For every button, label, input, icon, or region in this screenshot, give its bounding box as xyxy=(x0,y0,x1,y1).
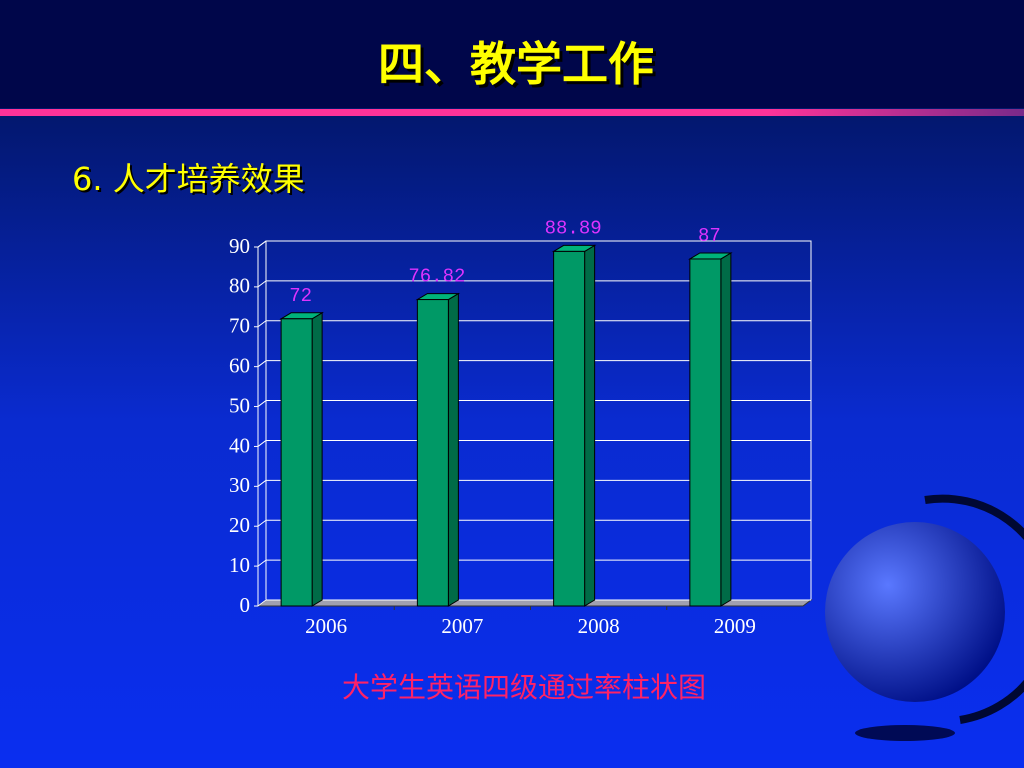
y-tick-label: 80 xyxy=(229,274,250,298)
bar-side xyxy=(584,244,596,607)
bar-side xyxy=(447,292,459,607)
header-rule xyxy=(0,109,1024,116)
x-tick-label: 2006 xyxy=(305,614,347,638)
value-label: 88.89 xyxy=(545,217,602,239)
y-tick-label: 30 xyxy=(229,473,250,497)
side-grid xyxy=(257,240,267,248)
y-tick-label: 0 xyxy=(240,593,251,617)
side-grid xyxy=(257,440,267,447)
side-grid xyxy=(257,599,267,607)
header-band xyxy=(0,0,1024,108)
side-grid xyxy=(257,320,267,328)
chart-title: 大学生英语四级通过率柱状图 xyxy=(342,671,706,704)
bar xyxy=(416,299,449,607)
x-tick-label: 2007 xyxy=(441,614,483,638)
slide-subtitle: 6. 人才培养效果 xyxy=(72,160,305,198)
y-tick-label: 20 xyxy=(229,513,250,537)
slide-title: 四、教学工作 xyxy=(378,37,654,91)
side-grid xyxy=(257,360,267,368)
value-label: 87 xyxy=(698,225,721,247)
bar-side xyxy=(720,252,732,607)
y-tick-label: 70 xyxy=(229,314,250,338)
y-tick-label: 60 xyxy=(229,353,250,377)
value-label: 76.82 xyxy=(408,266,465,288)
bar xyxy=(553,250,586,607)
x-tick-label: 2009 xyxy=(714,614,756,638)
globe-shadow xyxy=(855,725,955,741)
globe-ring xyxy=(924,494,1024,724)
side-grid xyxy=(257,479,267,487)
bar-side xyxy=(311,311,323,607)
bar xyxy=(689,258,722,607)
side-grid xyxy=(257,519,267,527)
y-tick-label: 50 xyxy=(229,393,250,417)
globe xyxy=(825,522,1005,702)
x-tick-label: 2008 xyxy=(578,614,620,638)
side-grid xyxy=(257,280,267,288)
side-grid xyxy=(257,559,267,567)
y-tick-label: 90 xyxy=(229,234,250,258)
value-label: 72 xyxy=(289,285,312,307)
y-tick-label: 40 xyxy=(229,433,250,457)
bar xyxy=(280,318,313,607)
y-tick-label: 10 xyxy=(229,553,250,577)
side-grid xyxy=(257,400,267,407)
plot: 0 10 20 30 40 50 60 70 80 90 2006 72 2007 76.82 2008 88… xyxy=(229,217,813,638)
